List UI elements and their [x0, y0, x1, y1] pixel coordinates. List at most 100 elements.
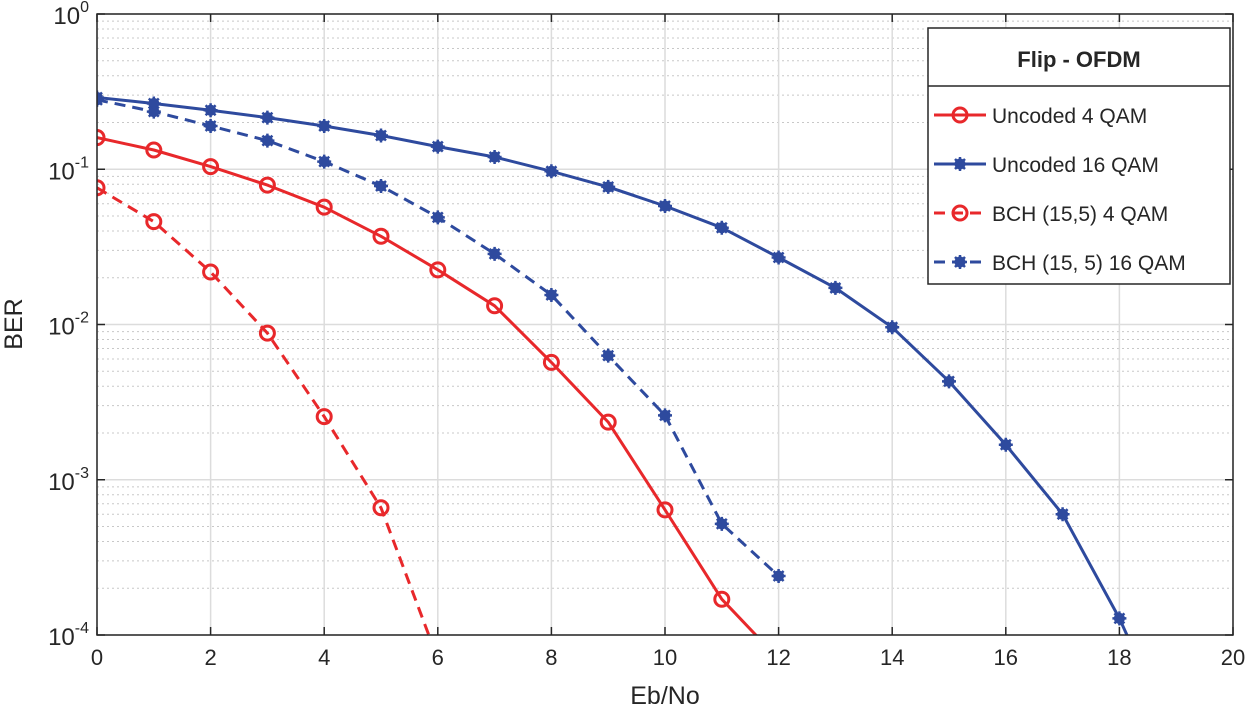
legend-title: Flip - OFDM	[1017, 47, 1140, 72]
data-point	[487, 246, 502, 261]
legend-item: BCH (15, 5) 16 QAM	[934, 252, 1186, 275]
data-point-star	[430, 139, 445, 154]
data-point-star	[260, 110, 275, 125]
data-point-star	[374, 179, 388, 194]
y-tick-label: 10-2	[48, 310, 89, 341]
data-point	[771, 568, 786, 583]
data-point	[1112, 611, 1127, 626]
series-line	[97, 96, 1129, 635]
series-1	[97, 90, 1129, 635]
data-point-star	[487, 246, 502, 261]
x-tick-label: 4	[318, 645, 330, 670]
series-0	[97, 129, 758, 635]
data-point	[260, 133, 275, 148]
x-tick-label: 0	[91, 645, 103, 670]
data-point-star	[430, 210, 445, 225]
data-point	[542, 353, 560, 371]
data-point-star	[146, 96, 161, 111]
data-point-star	[828, 280, 843, 295]
data-point	[258, 324, 276, 342]
series-layer	[97, 90, 1129, 635]
data-point	[146, 104, 161, 119]
data-point-star	[374, 128, 388, 143]
data-point	[145, 141, 163, 159]
data-point-star	[953, 255, 967, 269]
data-point	[658, 198, 672, 213]
data-point	[601, 179, 616, 194]
data-point	[374, 179, 388, 194]
legend-label: Uncoded 16 QAM	[992, 154, 1159, 177]
y-tick-label: 10-4	[48, 620, 89, 651]
data-point-star	[601, 179, 616, 194]
series-3	[97, 92, 786, 583]
data-point	[430, 139, 445, 154]
y-axis-label: BER	[0, 298, 28, 349]
data-point	[372, 227, 390, 245]
data-point	[658, 408, 672, 423]
data-point-star	[1112, 611, 1127, 626]
data-point	[97, 179, 106, 197]
data-point	[260, 110, 275, 125]
data-point-star	[317, 154, 332, 169]
data-point	[203, 118, 218, 133]
data-point	[544, 287, 559, 302]
data-point-star	[601, 348, 616, 363]
x-tick-label: 20	[1221, 645, 1245, 670]
x-tick-label: 18	[1107, 645, 1131, 670]
data-point	[601, 348, 616, 363]
data-point-star	[317, 118, 332, 133]
data-point	[714, 220, 729, 235]
data-point	[998, 437, 1013, 452]
data-point-star	[544, 287, 559, 302]
data-point	[97, 129, 106, 147]
data-point	[317, 118, 332, 133]
data-point	[317, 154, 332, 169]
data-point-star	[885, 320, 900, 335]
x-tick-label: 10	[653, 645, 677, 670]
y-tick-label: 10-1	[48, 154, 89, 185]
x-axis-label: Eb/No	[630, 682, 699, 710]
x-tick-label: 12	[766, 645, 790, 670]
data-point-star	[714, 220, 729, 235]
data-point	[372, 499, 390, 517]
data-point	[828, 280, 843, 295]
data-point	[885, 320, 900, 335]
data-point	[374, 128, 388, 143]
legend-label: BCH (15, 5) 16 QAM	[992, 252, 1186, 275]
data-point	[942, 374, 956, 389]
data-point	[203, 103, 218, 118]
data-point-star	[771, 568, 786, 583]
data-point	[202, 263, 220, 281]
data-point	[714, 516, 729, 531]
data-point	[97, 92, 104, 107]
data-point	[544, 164, 559, 179]
legend-item: Uncoded 4 QAM	[934, 105, 1147, 128]
data-point	[656, 501, 674, 519]
data-point-star	[544, 164, 559, 179]
data-point	[599, 413, 617, 431]
data-point	[771, 250, 786, 265]
data-point	[953, 157, 967, 171]
y-tick-label: 100	[53, 0, 89, 30]
data-point	[951, 106, 969, 124]
x-tick-label: 8	[545, 645, 557, 670]
data-point	[315, 198, 333, 216]
data-point	[951, 204, 969, 222]
data-point	[487, 149, 502, 164]
data-point-star	[953, 157, 967, 171]
y-tick-label: 10-3	[48, 465, 89, 496]
data-point	[258, 176, 276, 194]
axis-ticks: 0 2 4 6 8 10 12 14 16 18 20 100 10-1 10-2 10-3 10-4	[48, 0, 1245, 670]
data-point	[315, 408, 333, 426]
legend: Flip - OFDM Uncoded 4 QAM Uncoded 16 QAM B…	[927, 27, 1231, 285]
series-line	[97, 186, 431, 635]
data-point	[145, 213, 163, 231]
legend-item: BCH (15,5) 4 QAM	[934, 203, 1168, 226]
data-point-star	[942, 374, 956, 389]
data-point-star	[203, 118, 218, 133]
data-point-star	[658, 198, 672, 213]
data-point-star	[487, 149, 502, 164]
legend-item: Uncoded 16 QAM	[934, 154, 1159, 177]
legend-label: BCH (15,5) 4 QAM	[992, 203, 1168, 226]
series-2	[97, 179, 431, 635]
